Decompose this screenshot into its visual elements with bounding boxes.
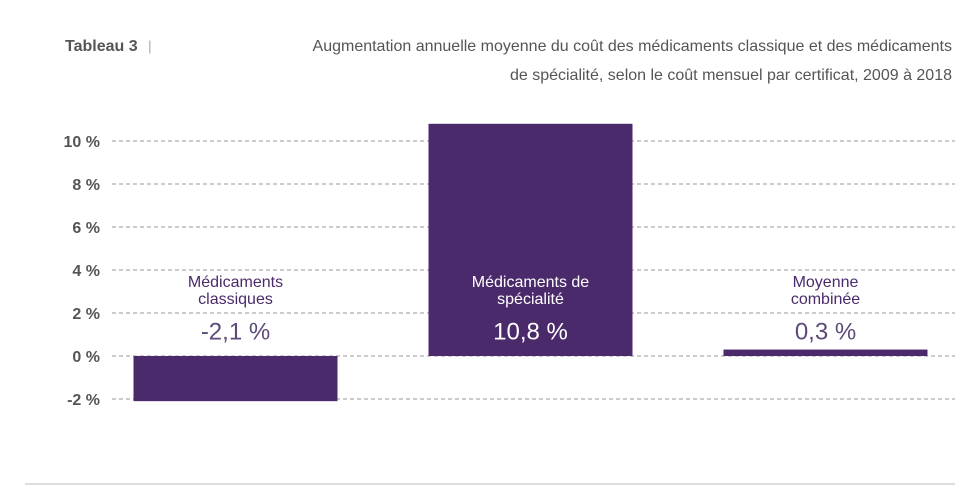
value-label: -2,1 % (201, 318, 270, 345)
bar (133, 356, 338, 402)
y-tick-label: 8 % (72, 177, 100, 194)
y-tick-label: 0 % (72, 349, 100, 366)
chart-title: Augmentation annuelle moyenne du coût de… (313, 38, 952, 55)
y-tick-label: 4 % (72, 263, 100, 280)
category-label: Moyenne combinée (790, 274, 861, 308)
category-label: Médicaments de spécialité (471, 274, 590, 308)
title-label: Tableau 3 (65, 38, 138, 55)
value-label: 10,8 % (493, 318, 568, 345)
y-tick-label: 2 % (72, 306, 100, 323)
chart-title: de spécialité, selon le coût mensuel par… (510, 67, 952, 84)
category-label: Médicaments classiques (187, 274, 284, 308)
y-tick-label: -2 % (67, 392, 100, 409)
y-tick-label: 6 % (72, 220, 100, 237)
title-separator: | (148, 38, 152, 54)
bar (428, 123, 633, 356)
bar (723, 349, 928, 356)
y-tick-label: 10 % (64, 134, 100, 151)
value-label: 0,3 % (795, 318, 856, 345)
